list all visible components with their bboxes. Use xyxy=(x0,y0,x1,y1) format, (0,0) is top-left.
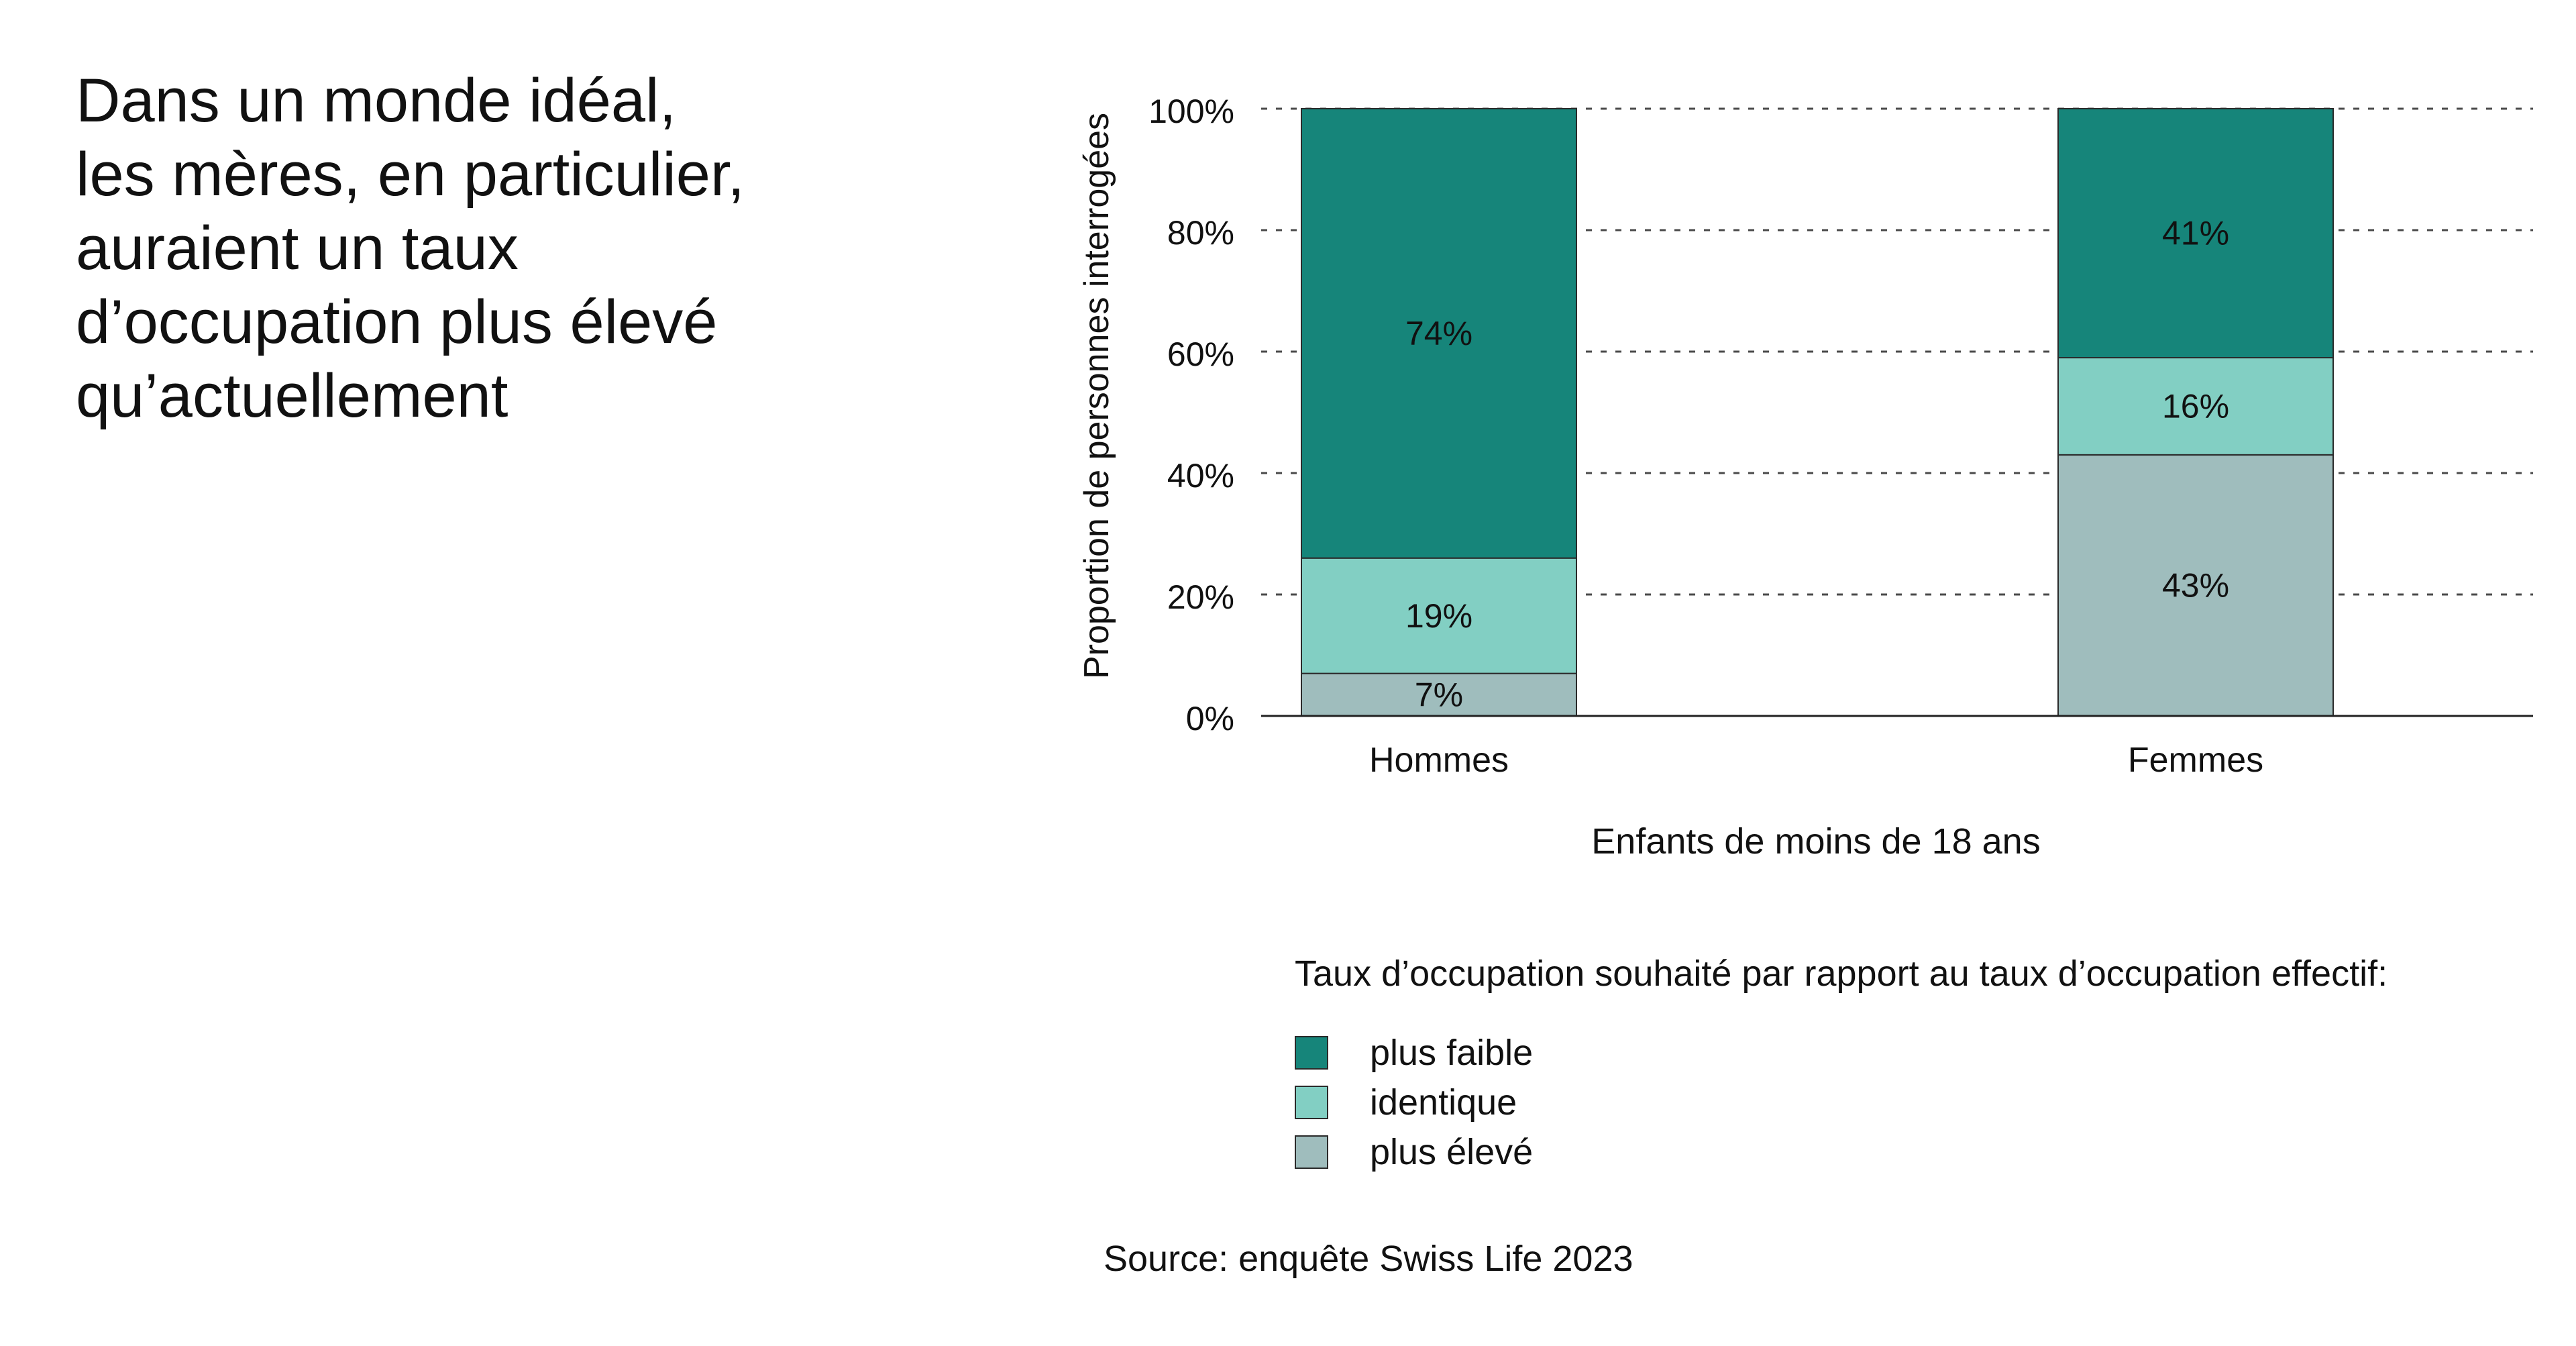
data-label: 43% xyxy=(2162,567,2229,605)
legend-label: plus élevé xyxy=(1370,1132,1534,1172)
legend-swatch xyxy=(1295,1086,1328,1119)
legend-swatch xyxy=(1295,1036,1328,1070)
legend-label: plus faible xyxy=(1370,1033,1534,1073)
source-note: Source: enquête Swiss Life 2023 xyxy=(1104,1239,1633,1279)
data-label: 41% xyxy=(2162,215,2229,252)
y-tick-label: 100% xyxy=(1148,93,1234,130)
data-label: 19% xyxy=(1405,597,1472,635)
data-label: 74% xyxy=(1405,315,1472,352)
legend-label: identique xyxy=(1370,1082,1517,1123)
y-tick-label: 20% xyxy=(1167,578,1234,616)
title-line: d’occupation plus élevé xyxy=(76,288,718,356)
y-tick-label: 40% xyxy=(1167,457,1234,495)
y-tick-label: 80% xyxy=(1167,214,1234,252)
y-tick-label: 60% xyxy=(1167,335,1234,373)
data-label: 7% xyxy=(1415,676,1463,714)
title-line: qu’actuellement xyxy=(76,362,508,430)
legend-item-plus-faible: plus faible xyxy=(1295,1028,2387,1078)
x-axis-title: Enfants de moins de 18 ans xyxy=(1591,821,2040,862)
title-line: auraient un taux xyxy=(76,214,519,282)
legend: Taux d’occupation souhaité par rapport a… xyxy=(1295,953,2387,1177)
legend-item-plus-eleve: plus élevé xyxy=(1295,1127,2387,1177)
bar-segment xyxy=(2057,357,2334,456)
stacked-bar-chart: 0% 20% 40% 60% 80% 100% 7% 19% 74% Hommes 43% 16% 41… xyxy=(1077,93,2533,862)
title-line: les mères, en particulier, xyxy=(76,140,745,209)
x-tick-label: Femmes xyxy=(2128,741,2263,780)
chart-title: Dans un monde idéal, les mères, en parti… xyxy=(76,64,948,433)
bar-segment xyxy=(1301,108,1577,559)
bar-segment xyxy=(1301,672,1577,717)
title-line: Dans un monde idéal, xyxy=(76,66,677,135)
y-tick-label: 0% xyxy=(1186,700,1234,737)
y-axis-title: Proportion de personnes interrogées xyxy=(1077,113,1116,679)
x-tick-label: Hommes xyxy=(1369,741,1509,780)
legend-item-identique: identique xyxy=(1295,1078,2387,1127)
bar-segment xyxy=(2057,454,2334,717)
bar-segment xyxy=(2057,108,2334,359)
bar-segment xyxy=(1301,557,1577,674)
data-label: 16% xyxy=(2162,388,2229,425)
legend-title: Taux d’occupation souhaité par rapport a… xyxy=(1295,953,2388,994)
legend-swatch xyxy=(1295,1135,1328,1169)
